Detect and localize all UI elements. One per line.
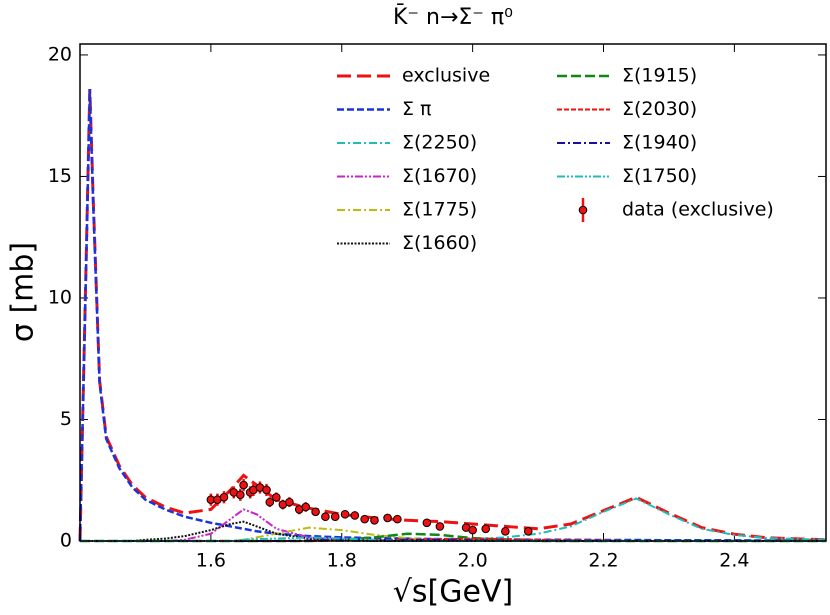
data-point: [262, 485, 271, 495]
data-point: [285, 497, 294, 507]
x-tick-label: 2.0: [458, 550, 488, 572]
data-point: [481, 524, 491, 534]
legend-swatch: [578, 205, 588, 215]
legend-label: Σ(1670): [402, 165, 477, 187]
data-point: [301, 502, 311, 512]
data-point: [321, 512, 330, 521]
legend-label: Σ(1915): [622, 65, 697, 87]
y-tick-label: 15: [48, 165, 72, 187]
data-point: [370, 516, 379, 525]
data-point: [501, 526, 510, 536]
legend-label: Σ(1940): [622, 132, 697, 154]
y-tick-label: 20: [48, 43, 72, 65]
data-point: [340, 509, 350, 519]
x-tick-label: 2.4: [719, 550, 749, 572]
y-tick-label: 0: [60, 530, 72, 552]
plot-frame: [79, 43, 827, 542]
legend-label: Σ(2250): [402, 132, 477, 154]
data-point: [350, 511, 360, 520]
chart-title: K̄⁻ n→Σ⁻ π⁰: [393, 4, 513, 30]
y-tick-label: 10: [48, 286, 72, 308]
data-point: [236, 490, 245, 500]
data-point: [393, 514, 402, 524]
data-point: [523, 526, 533, 536]
x-tick-label: 1.6: [196, 550, 226, 572]
data-point: [468, 525, 477, 535]
x-tick-label: 1.8: [327, 550, 357, 572]
y-axis-label: σ [mb]: [6, 242, 41, 342]
legend-label: data (exclusive): [622, 199, 774, 221]
x-axis-label: √s[GeV]: [393, 575, 513, 610]
legend-label: Σ(1660): [402, 232, 477, 254]
data-point: [272, 492, 281, 502]
x-tick-label: 2.2: [588, 550, 618, 572]
legend-label: Σ(2030): [622, 98, 697, 120]
data-point: [219, 492, 229, 502]
data-point: [330, 512, 340, 521]
data-point: [422, 518, 432, 528]
series-line: [78, 88, 827, 542]
legend-label: Σ π: [402, 98, 431, 120]
data-point: [311, 507, 320, 517]
legend-label: exclusive: [402, 65, 490, 87]
series-line: [78, 88, 826, 542]
data-point: [435, 522, 445, 531]
legend-label: Σ(1775): [402, 199, 477, 221]
data-point: [265, 497, 275, 507]
data-point: [360, 514, 369, 524]
data-point: [239, 480, 248, 490]
data-point: [383, 513, 392, 523]
legend-label: Σ(1750): [622, 165, 697, 187]
y-tick-label: 5: [60, 408, 72, 430]
